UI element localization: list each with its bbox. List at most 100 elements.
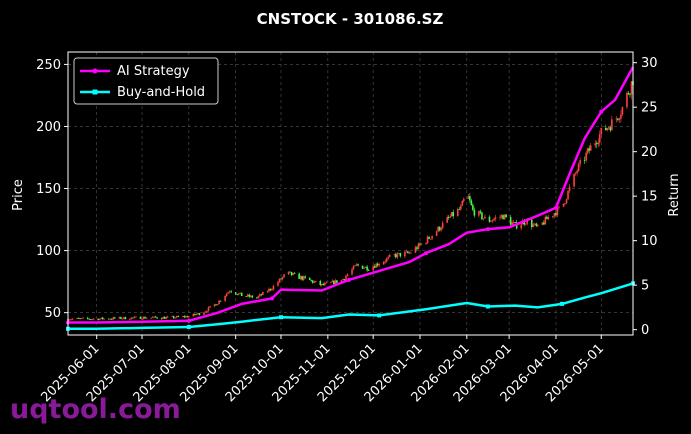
candle-body xyxy=(280,278,282,280)
y-axis-left: 50 100 150 200 250 xyxy=(36,58,68,321)
candle-body xyxy=(277,282,279,286)
candle-body xyxy=(526,219,529,224)
candle-body xyxy=(629,94,631,95)
candle-body xyxy=(352,266,355,270)
series-lines xyxy=(66,66,635,331)
candle-body xyxy=(553,213,556,216)
candle-body xyxy=(314,281,317,282)
candle-body xyxy=(333,280,335,285)
y2-tick-label: 30 xyxy=(641,56,658,71)
candle-body xyxy=(514,222,516,223)
candle-body xyxy=(330,282,332,283)
candle-body xyxy=(558,206,560,208)
candle-body xyxy=(567,190,569,200)
candle-body xyxy=(86,317,89,319)
candle-body xyxy=(141,318,143,320)
candle-body xyxy=(123,317,125,319)
candle-body xyxy=(302,276,305,280)
ai-strategy-point xyxy=(553,205,558,210)
candle-body xyxy=(172,316,175,319)
candle-body xyxy=(452,212,455,217)
ai-strategy-point xyxy=(424,251,429,256)
candle-body xyxy=(271,289,273,291)
candle-body xyxy=(354,265,356,267)
y-tick-label: 50 xyxy=(44,306,61,321)
candle-body xyxy=(556,207,559,216)
candle-body xyxy=(251,295,254,298)
candle-body xyxy=(605,127,607,131)
candle-body xyxy=(77,318,80,319)
candle-body xyxy=(410,252,412,254)
candle-body xyxy=(552,215,554,218)
candle-body xyxy=(491,220,494,222)
candle-body xyxy=(473,209,476,216)
candle-body xyxy=(325,282,328,284)
candle-body xyxy=(319,281,322,286)
candle-body xyxy=(215,304,217,306)
candle-body xyxy=(331,280,334,283)
candle-body xyxy=(446,217,448,223)
candle-body xyxy=(266,291,269,293)
candle-body xyxy=(579,160,581,164)
candle-body xyxy=(334,280,337,285)
candle-body xyxy=(103,318,106,320)
candle-body xyxy=(459,205,462,210)
candle-body xyxy=(532,224,535,228)
candle-body xyxy=(156,317,158,319)
candle-body xyxy=(124,317,127,320)
candle-body xyxy=(586,148,589,153)
candle-body xyxy=(407,251,409,253)
candle-body xyxy=(130,317,133,320)
candle-body xyxy=(82,317,84,319)
candle-body xyxy=(574,173,577,174)
legend-label-buy-and-hold: Buy-and-Hold xyxy=(117,85,205,100)
candle-body xyxy=(490,221,492,222)
candle-body xyxy=(311,280,314,283)
candle-body xyxy=(626,92,628,108)
chart-title: CNSTOCK - 301086.SZ xyxy=(257,10,444,28)
candle-body xyxy=(493,218,495,221)
candle-body xyxy=(204,311,207,313)
candle-body xyxy=(577,163,580,171)
candle-body xyxy=(479,211,482,213)
candle-body xyxy=(589,145,592,151)
candle-body xyxy=(240,292,243,296)
candle-body xyxy=(469,196,471,201)
candle-body xyxy=(342,278,344,281)
candle-body xyxy=(182,316,184,317)
candle-body xyxy=(537,224,539,226)
candle-body xyxy=(324,283,326,285)
buy-and-hold-point xyxy=(559,301,564,306)
candle-body xyxy=(404,252,406,257)
candle-body xyxy=(165,317,167,319)
candle-body xyxy=(481,212,483,220)
candle-body xyxy=(162,317,164,319)
candle-body xyxy=(597,142,600,145)
candle-body xyxy=(408,252,411,254)
candle-body xyxy=(259,294,261,297)
candle-body xyxy=(546,216,548,220)
candle-body xyxy=(237,293,240,295)
buy-and-hold-point xyxy=(186,324,191,329)
candle-body xyxy=(482,218,485,220)
candle-body xyxy=(440,228,442,231)
candle-body xyxy=(257,296,260,298)
candle-body xyxy=(620,114,622,119)
y2-tick-label: 0 xyxy=(641,323,649,338)
candle-body xyxy=(185,316,187,318)
candle-body xyxy=(384,261,387,263)
candle-body xyxy=(163,317,166,319)
candle-body xyxy=(230,291,232,293)
candle-body xyxy=(239,292,242,294)
candle-body xyxy=(564,203,566,204)
candle-body xyxy=(364,266,367,268)
ai-strategy-point xyxy=(599,109,604,114)
candle-body xyxy=(494,217,497,219)
candle-body xyxy=(144,316,146,319)
candle-body xyxy=(88,318,90,320)
candle-body xyxy=(463,198,465,201)
candle-body xyxy=(472,205,474,210)
candle-body xyxy=(290,271,293,276)
candle-body xyxy=(183,316,186,318)
candle-body xyxy=(188,316,190,318)
